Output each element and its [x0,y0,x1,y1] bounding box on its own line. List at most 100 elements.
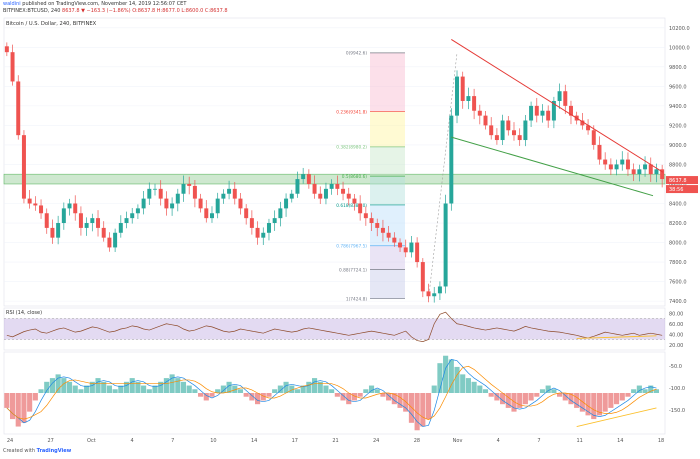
histogram-tick-label: -100.0 [669,386,685,392]
candle-body [363,213,368,219]
candle-body [568,105,573,116]
histogram-bar [141,385,147,393]
resistance-trendline [451,39,664,173]
candle-body [10,52,15,82]
candle-body [232,188,237,199]
histogram-bar [511,393,517,412]
candle-body [301,174,306,180]
price-tick-label: 7800.0 [669,260,687,266]
histogram-bar [386,393,392,401]
histogram-bar [152,385,158,393]
candle-body [603,159,608,165]
candle-body [56,223,61,238]
candle-body [551,100,556,121]
histogram-bar [465,378,471,393]
histogram-bar [4,393,10,408]
histogram-bar [306,381,312,393]
fib-level-label: 0.236(9341.8) [336,109,367,115]
x-tick-label: Nov [453,438,463,444]
candle-body [90,218,95,224]
histogram-tick-label: -150.0 [669,408,685,414]
histogram-bar [329,389,335,393]
rsi-line [6,311,663,342]
candle-body [158,188,163,199]
candle-body [96,218,101,228]
histogram-bar [163,378,169,393]
histogram-bar [198,393,204,397]
histogram-bar [89,381,95,393]
footer: Created with TradingView [3,448,71,454]
candle-body [175,193,180,204]
candle-body [312,183,317,194]
price-tick-label: 7600.0 [669,280,687,286]
fib-band [370,146,405,177]
histogram-bar [38,389,44,393]
histogram-bar [494,393,500,401]
candle-body [227,188,232,194]
author-link[interactable]: waldini [3,1,21,7]
support-trendline [451,136,654,197]
histogram-bar [551,389,557,393]
candle-body [141,198,146,209]
histogram-bar [397,393,403,408]
candle-body [255,227,260,238]
histogram-bar [266,393,272,397]
histogram-bar [568,393,574,405]
histogram-bar [351,393,358,401]
candle-body [540,110,545,116]
candle-body [113,232,118,248]
histogram-bar [363,389,369,393]
published-text: published on TradingView.com, November 1… [22,1,187,7]
last-price-badge [666,176,698,185]
candle-body [625,159,630,170]
candle-body [517,135,522,141]
histogram-bar [488,393,494,397]
candle-body [284,198,289,209]
fib-level-label: 0(9942.6) [346,51,367,57]
rsi-title: RSI (14, close) [6,310,42,316]
histogram-bar [323,385,329,393]
rsi-band [4,318,665,340]
rsi-tick-label: 40.00 [669,332,683,338]
signal-line [6,365,657,421]
candle-body [67,203,72,209]
candle-body [16,81,21,136]
histogram-bar [283,381,289,393]
candle-body [443,203,448,287]
rsi-tick-label: 80.00 [669,311,683,317]
fib-band [370,111,405,147]
candle-body [375,223,380,228]
last-price-label: 8637.8 [669,178,687,184]
histogram-bar [180,381,187,393]
candle-body [477,110,482,116]
histogram-bar [249,393,255,401]
x-tick-label: 14 [251,438,257,444]
histogram-bar [277,385,283,393]
histogram-bar [334,393,340,397]
histogram-bar [619,393,625,401]
fib-level-label: 0.786(7967.5) [336,244,367,250]
price-tick-label: 9600.0 [669,84,687,90]
candle-body [432,293,437,297]
histogram-bar [21,393,27,423]
histogram-bar [602,393,608,412]
candle-body [352,198,357,204]
histogram-bar [220,385,226,393]
candle-body [460,76,465,101]
histogram-bar [49,378,55,393]
tradingview-logo[interactable]: TradingView [36,448,72,454]
histogram-bar [146,389,152,393]
macd-divergence-line [576,407,657,427]
candle-body [620,159,625,165]
histogram-bar [368,385,375,393]
x-tick-label: 18 [658,438,664,444]
candle-body [426,291,431,297]
histogram-bar [192,389,198,393]
fib-level-label: 1(7424.8) [346,296,367,302]
histogram-bar [437,363,443,393]
histogram-bar [420,393,426,427]
fib-band [370,176,405,205]
histogram-bar [534,393,540,397]
candle-body [631,169,636,175]
